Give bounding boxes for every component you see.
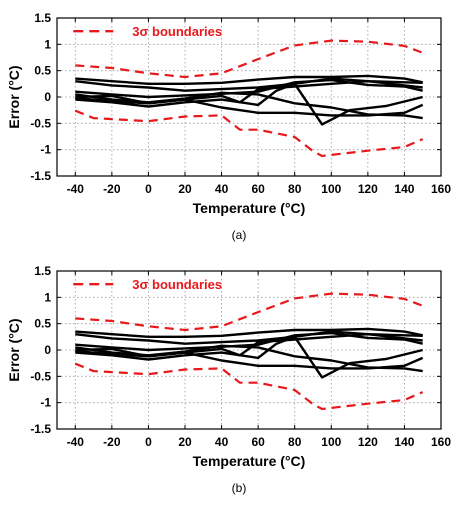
y-tick-label: -1.5 bbox=[30, 169, 51, 183]
x-tick-label: 20 bbox=[178, 435, 192, 449]
x-tick-label: -20 bbox=[103, 435, 121, 449]
x-tick-label: 100 bbox=[321, 182, 341, 196]
boundary-series-line bbox=[74, 109, 424, 158]
x-tick-label: 120 bbox=[358, 182, 378, 196]
plot-frame bbox=[56, 17, 442, 177]
x-tick-label: 60 bbox=[251, 182, 265, 196]
boundary-series-line bbox=[75, 292, 424, 332]
error-series-line bbox=[75, 82, 423, 126]
y-tick-label: -0.5 bbox=[30, 116, 51, 130]
y-tick-label: 0.5 bbox=[34, 64, 51, 78]
x-tick-label: 0 bbox=[145, 182, 152, 196]
y-tick-label: 1 bbox=[44, 290, 51, 304]
error-series-line bbox=[75, 333, 423, 358]
y-tick-label: -0.5 bbox=[30, 369, 51, 383]
y-tick-label: -1.5 bbox=[30, 422, 51, 436]
x-tick-label: 160 bbox=[431, 182, 451, 196]
x-tick-label: 60 bbox=[251, 435, 265, 449]
error-series-line bbox=[75, 349, 424, 370]
error-series-line bbox=[75, 335, 423, 379]
error-series-line bbox=[75, 74, 423, 86]
x-tick-label: 40 bbox=[215, 435, 229, 449]
x-tick-label: 160 bbox=[431, 435, 451, 449]
boundary-series-line bbox=[74, 362, 424, 411]
error-series-line bbox=[75, 327, 423, 338]
x-tick-label: -40 bbox=[67, 435, 85, 449]
chart-panel: -40 -20 0 20 40 60 80 100 120 140 160 -1.5 -1 -0.5 0 0.… bbox=[6, 264, 451, 495]
x-tick-label: 140 bbox=[394, 435, 414, 449]
plot-frame bbox=[56, 270, 442, 430]
chart-panel: -40 -20 0 20 40 60 80 100 120 140 160 -1.5 -1 -0.5 0 0.… bbox=[6, 11, 451, 242]
y-tick-label: 0.5 bbox=[34, 317, 51, 331]
x-tick-label: 80 bbox=[288, 435, 302, 449]
x-tick-label: 0 bbox=[145, 435, 152, 449]
x-axis-label: Temperature (°C) bbox=[193, 200, 306, 216]
y-tick-label: 0 bbox=[44, 90, 51, 104]
legend-label: 3σ boundaries bbox=[132, 24, 222, 39]
x-tick-label: -40 bbox=[67, 182, 85, 196]
boundary-series-line bbox=[75, 39, 424, 79]
legend-label: 3σ boundaries bbox=[132, 277, 222, 292]
error-series-line bbox=[75, 331, 423, 352]
panel-caption: (a) bbox=[232, 228, 247, 242]
x-tick-label: 80 bbox=[288, 182, 302, 196]
x-tick-label: 100 bbox=[321, 435, 341, 449]
y-tick-label: 1.5 bbox=[34, 264, 51, 278]
x-axis-label: Temperature (°C) bbox=[193, 453, 306, 469]
error-series-line bbox=[75, 79, 423, 105]
error-series-line bbox=[75, 96, 424, 117]
x-tick-label: 40 bbox=[215, 182, 229, 196]
y-tick-label: 1 bbox=[44, 37, 51, 51]
x-tick-label: 120 bbox=[358, 435, 378, 449]
panel-caption: (b) bbox=[232, 481, 247, 495]
error-series-line bbox=[75, 78, 423, 99]
y-tick-label: 1.5 bbox=[34, 11, 51, 25]
x-tick-label: 20 bbox=[178, 182, 192, 196]
y-tick-label: 0 bbox=[44, 343, 51, 357]
y-tick-label: -1 bbox=[40, 143, 51, 157]
y-tick-label: -1 bbox=[40, 396, 51, 410]
x-tick-label: -20 bbox=[103, 182, 121, 196]
y-axis-label: Error (°C) bbox=[6, 65, 22, 128]
y-axis-label: Error (°C) bbox=[6, 318, 22, 381]
x-tick-label: 140 bbox=[394, 182, 414, 196]
